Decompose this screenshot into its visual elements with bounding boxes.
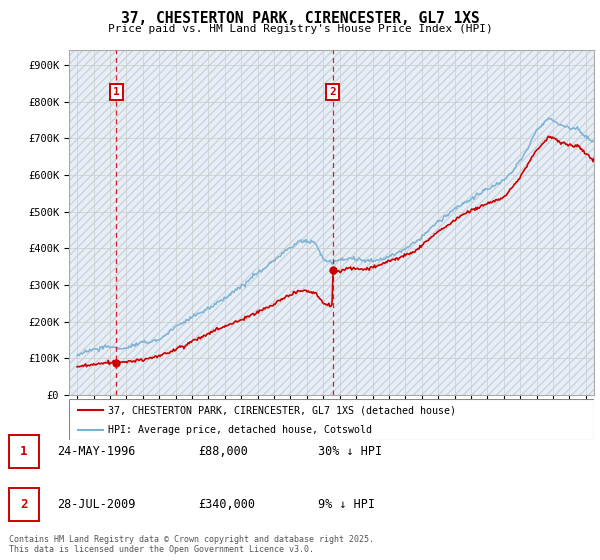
- Text: 37, CHESTERTON PARK, CIRENCESTER, GL7 1XS (detached house): 37, CHESTERTON PARK, CIRENCESTER, GL7 1X…: [109, 405, 457, 415]
- Text: Contains HM Land Registry data © Crown copyright and database right 2025.
This d: Contains HM Land Registry data © Crown c…: [9, 535, 374, 554]
- Text: 1: 1: [113, 87, 120, 97]
- Text: 2: 2: [329, 87, 336, 97]
- Text: 9% ↓ HPI: 9% ↓ HPI: [318, 498, 375, 511]
- Text: 1: 1: [20, 445, 28, 458]
- Text: 28-JUL-2009: 28-JUL-2009: [57, 498, 136, 511]
- Text: 30% ↓ HPI: 30% ↓ HPI: [318, 445, 382, 458]
- Text: 2: 2: [20, 498, 28, 511]
- Text: £340,000: £340,000: [198, 498, 255, 511]
- Text: 24-MAY-1996: 24-MAY-1996: [57, 445, 136, 458]
- Bar: [69, 50, 594, 395]
- Text: 37, CHESTERTON PARK, CIRENCESTER, GL7 1XS: 37, CHESTERTON PARK, CIRENCESTER, GL7 1X…: [121, 11, 479, 26]
- Text: Price paid vs. HM Land Registry's House Price Index (HPI): Price paid vs. HM Land Registry's House …: [107, 24, 493, 34]
- Text: £88,000: £88,000: [198, 445, 248, 458]
- Text: HPI: Average price, detached house, Cotswold: HPI: Average price, detached house, Cots…: [109, 424, 373, 435]
